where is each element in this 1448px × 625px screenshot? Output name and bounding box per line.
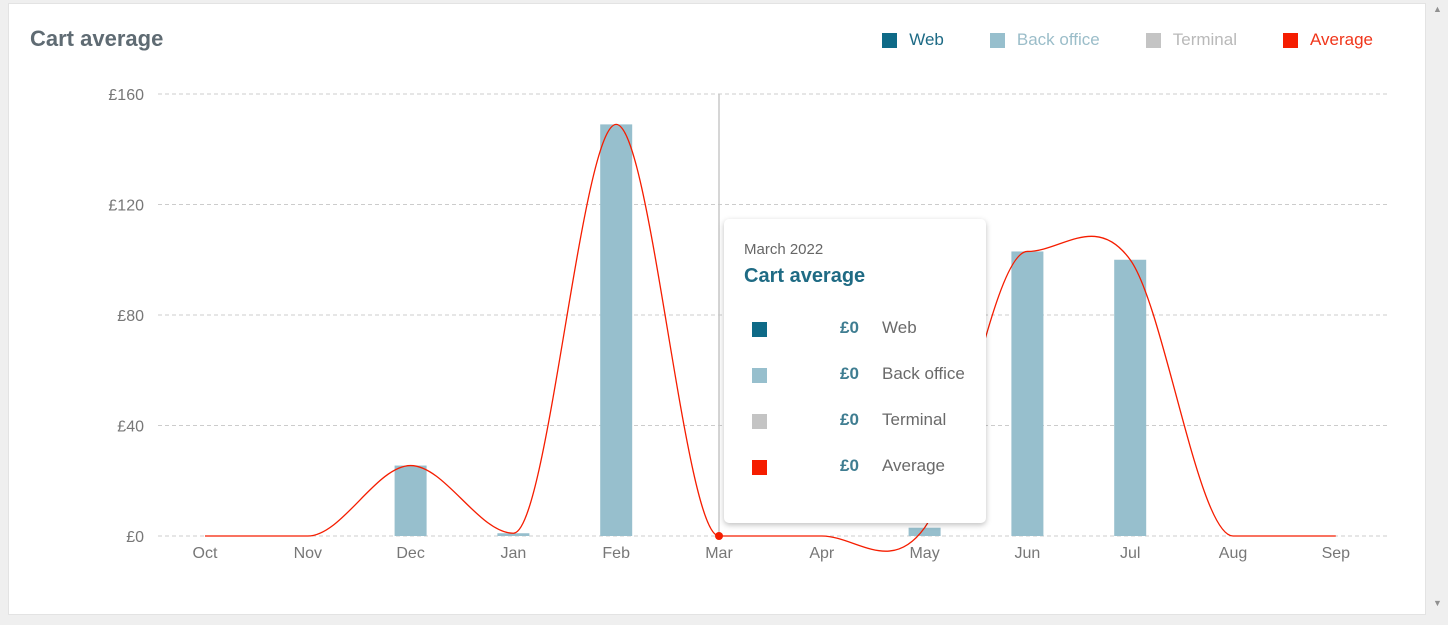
- chart-legend: Web Back office Terminal Average: [882, 30, 1373, 50]
- tooltip-row-web: £0 Web: [752, 318, 982, 340]
- x-tick-label: Dec: [396, 545, 424, 562]
- y-tick-label: £80: [117, 308, 144, 325]
- vertical-scrollbar[interactable]: ▲ ▼: [1428, 0, 1448, 625]
- tooltip-value-web: £0: [840, 318, 859, 337]
- tooltip-value-average: £0: [840, 456, 859, 475]
- chart-title: Cart average: [30, 26, 164, 51]
- tooltip-swatch-back-office: [752, 368, 767, 383]
- x-tick-label: Feb: [602, 545, 630, 562]
- x-tick-label: Jun: [1015, 545, 1041, 562]
- tooltip-label-average: Average: [882, 456, 946, 475]
- legend-swatch-back-office: [989, 32, 1005, 48]
- chart-tooltip: March 2022 Cart average £0 Web £0 Back o…: [724, 219, 986, 523]
- y-tick-label: £0: [126, 529, 144, 546]
- bar-back-office: [394, 465, 427, 536]
- average-line: [205, 123, 1336, 552]
- tooltip-swatch-terminal: [752, 414, 767, 429]
- x-tick-label: Aug: [1219, 545, 1247, 562]
- bar-back-office: [908, 527, 941, 536]
- y-tick-label: £40: [117, 419, 144, 436]
- scroll-up-arrow-icon[interactable]: ▲: [1433, 4, 1442, 14]
- average-hover-marker: [715, 532, 723, 540]
- legend-item-terminal[interactable]: Terminal: [1145, 30, 1237, 50]
- legend-label-terminal: Terminal: [1172, 30, 1237, 49]
- x-tick-label: Apr: [809, 545, 835, 562]
- y-tick-label: £120: [108, 198, 144, 215]
- bar-back-office: [497, 533, 530, 536]
- legend-swatch-average: [1282, 32, 1298, 48]
- x-tick-label: Jul: [1120, 545, 1140, 562]
- x-tick-label: Oct: [193, 545, 218, 562]
- legend-item-average[interactable]: Average: [1282, 30, 1373, 50]
- x-tick-label: Nov: [294, 545, 322, 562]
- tooltip-swatch-web: [752, 322, 767, 337]
- chart-card: Cart average Web Back office Terminal Av…: [8, 3, 1426, 615]
- legend-item-web[interactable]: Web: [882, 30, 944, 50]
- legend-swatch-web: [882, 32, 898, 48]
- x-tick-label: Sep: [1322, 545, 1351, 562]
- legend-label-web: Web: [909, 30, 944, 49]
- bar-back-office: [600, 124, 633, 536]
- bar-back-office: [1114, 259, 1147, 536]
- tooltip-label-back-office: Back office: [882, 364, 965, 383]
- tooltip-date: March 2022: [744, 241, 824, 258]
- tooltip-title: Cart average: [744, 265, 866, 287]
- x-tick-label: May: [909, 545, 939, 562]
- tooltip-row-terminal: £0 Terminal: [752, 410, 982, 432]
- legend-swatch-terminal: [1145, 32, 1161, 48]
- legend-item-back-office[interactable]: Back office: [989, 30, 1100, 50]
- legend-label-back-office: Back office: [1016, 30, 1100, 49]
- y-tick-label: £160: [108, 87, 144, 104]
- tooltip-row-average: £0 Average: [752, 456, 982, 478]
- tooltip-row-back-office: £0 Back office: [752, 364, 982, 386]
- tooltip-value-terminal: £0: [840, 410, 859, 429]
- bar-back-office: [1011, 251, 1044, 536]
- legend-label-average: Average: [1309, 30, 1373, 49]
- scroll-down-arrow-icon[interactable]: ▼: [1433, 598, 1442, 608]
- tooltip-label-web: Web: [882, 318, 917, 337]
- x-tick-label: Jan: [501, 545, 527, 562]
- x-tick-label: Mar: [705, 545, 733, 562]
- tooltip-swatch-average: [752, 460, 767, 475]
- tooltip-value-back-office: £0: [840, 364, 859, 383]
- tooltip-label-terminal: Terminal: [882, 410, 947, 429]
